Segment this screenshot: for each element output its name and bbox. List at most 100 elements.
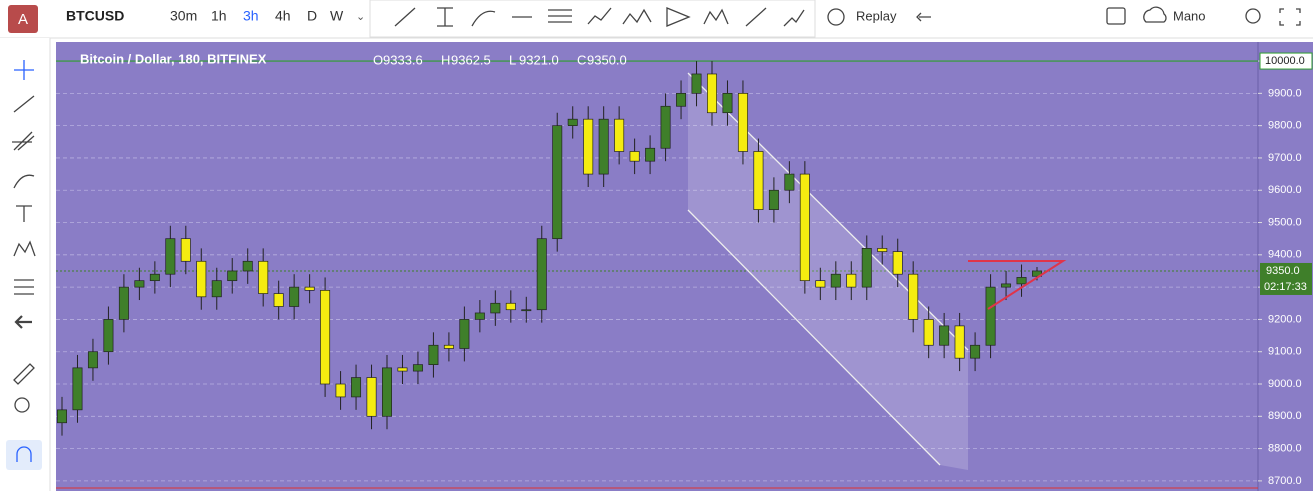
candle-body xyxy=(227,270,238,282)
icon[interactable] xyxy=(13,95,35,113)
legend-value: 9321.0 xyxy=(519,52,559,67)
level-tag xyxy=(1259,52,1313,70)
avatar-letter: A xyxy=(18,11,28,28)
candle-body xyxy=(57,409,67,424)
legend-key: L xyxy=(509,52,516,67)
candle-body xyxy=(830,273,841,288)
candle-body xyxy=(892,251,903,275)
candle-body xyxy=(474,312,485,320)
candle-body xyxy=(211,280,222,298)
icon[interactable] xyxy=(745,7,767,27)
icon[interactable] xyxy=(14,60,34,80)
legend-value: 9333.6 xyxy=(383,52,423,67)
symbol[interactable]: BTCUSD xyxy=(66,8,124,24)
candle-body xyxy=(320,290,331,385)
candle-body xyxy=(428,344,439,365)
candle-body xyxy=(908,273,919,320)
candle-body xyxy=(784,173,795,191)
candle-body xyxy=(505,302,516,311)
icon[interactable] xyxy=(12,131,35,151)
interval[interactable]: 3h xyxy=(243,8,259,24)
candle-body xyxy=(691,73,702,94)
icon[interactable] xyxy=(548,9,572,23)
ohlc-legend: O 9333.6 H 9362.5 L 9321.0 C 9350.0 xyxy=(373,52,627,67)
icon[interactable] xyxy=(14,279,34,295)
legend-key: O xyxy=(373,52,383,67)
candle-body xyxy=(815,280,826,288)
icon[interactable] xyxy=(1143,6,1167,23)
candle-body xyxy=(583,118,594,175)
legend-value: 9350.0 xyxy=(587,52,627,67)
icon[interactable] xyxy=(703,8,729,25)
candle-body xyxy=(707,73,717,114)
y-tick-label: 8800.0 xyxy=(1268,443,1302,455)
level-label: 10000.0 xyxy=(1265,55,1305,67)
candle-body xyxy=(134,280,145,288)
icon[interactable] xyxy=(471,10,496,27)
icon[interactable] xyxy=(14,315,32,329)
icon[interactable] xyxy=(394,7,416,27)
candle-body xyxy=(304,286,315,291)
candle-body xyxy=(258,260,269,294)
icon[interactable] xyxy=(14,397,30,413)
candle-body xyxy=(753,151,764,210)
interval[interactable]: 30m xyxy=(170,8,197,24)
y-tick-label: 9700.0 xyxy=(1268,152,1302,164)
interval[interactable]: 4h xyxy=(275,8,291,24)
candle-body xyxy=(459,319,470,349)
candle-body xyxy=(72,367,83,411)
candle-body xyxy=(490,302,501,314)
triangle-drawing xyxy=(968,260,1067,310)
y-tick-label: 9600.0 xyxy=(1268,184,1302,196)
icon[interactable] xyxy=(13,174,35,189)
candle-body xyxy=(954,325,965,359)
y-tick-label: 8700.0 xyxy=(1268,475,1302,487)
y-tick-label: 8900.0 xyxy=(1268,410,1302,422)
icon[interactable] xyxy=(13,240,36,257)
icon[interactable] xyxy=(587,7,612,25)
avatar[interactable] xyxy=(8,5,38,33)
y-tick-label: 9400.0 xyxy=(1268,249,1302,261)
mode[interactable]: Mano xyxy=(1173,8,1206,23)
icon[interactable] xyxy=(16,205,32,222)
candle-body xyxy=(536,238,547,311)
channel-line xyxy=(687,209,941,466)
interval[interactable]: 1h xyxy=(211,8,227,24)
candle-body xyxy=(970,344,981,359)
icon[interactable] xyxy=(827,8,845,26)
icon[interactable] xyxy=(437,7,453,27)
icon[interactable] xyxy=(1279,8,1301,26)
icon[interactable] xyxy=(1106,7,1126,25)
legend-key: C xyxy=(577,52,586,67)
y-tick-label: 9500.0 xyxy=(1268,216,1302,228)
icon[interactable] xyxy=(666,7,691,27)
candle-body xyxy=(335,383,346,398)
candle-body xyxy=(846,273,857,288)
chart-title[interactable]: Bitcoin / Dollar, 180, BITFINEX xyxy=(80,51,267,66)
candle-body xyxy=(614,118,625,152)
icon[interactable] xyxy=(1245,8,1261,24)
candle-body xyxy=(877,248,888,252)
candle-body xyxy=(397,367,408,372)
icon[interactable] xyxy=(916,12,931,22)
icon[interactable] xyxy=(622,8,652,25)
candle-body xyxy=(196,260,207,298)
icon[interactable] xyxy=(16,446,32,462)
candle-body xyxy=(1016,277,1027,285)
candle-body xyxy=(273,293,284,307)
dropdown-arrow[interactable]: ⌄ xyxy=(356,11,365,23)
icon[interactable] xyxy=(13,363,35,385)
candle-body xyxy=(676,92,687,107)
replay[interactable]: Replay xyxy=(856,8,897,23)
draw-icons xyxy=(394,6,1301,27)
candle-body xyxy=(351,377,362,398)
candle-body xyxy=(722,92,733,114)
interval[interactable]: W xyxy=(330,8,344,24)
interval[interactable]: D xyxy=(307,8,317,24)
y-tick-label: 9100.0 xyxy=(1268,346,1302,358)
icon[interactable] xyxy=(783,9,805,27)
candle-body xyxy=(87,351,98,369)
candle-body xyxy=(1001,283,1012,288)
